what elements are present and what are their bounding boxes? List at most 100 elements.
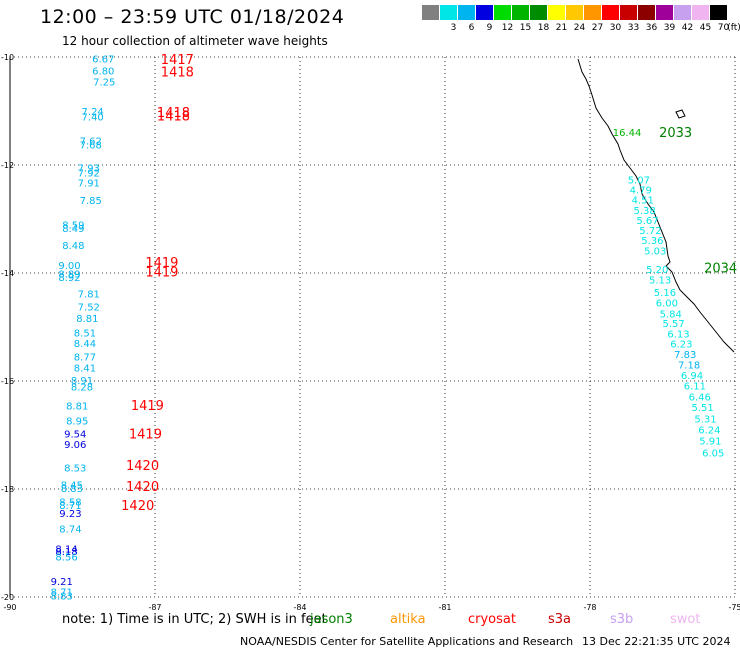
wave-height-value: 5.38: [634, 206, 656, 217]
satellite-altika: altika: [390, 612, 426, 627]
wave-height-value: 5.03: [644, 246, 666, 257]
wave-height-value: 9.00: [58, 261, 80, 272]
wave-height-value: 7.83: [674, 350, 696, 361]
wave-height-value: 8.74: [59, 524, 81, 535]
legend-label: 39: [663, 23, 676, 33]
legend-swatch: [620, 5, 637, 20]
legend-label: 3: [450, 23, 457, 33]
legend-label: 42: [681, 23, 694, 33]
pass-number-label: 1420: [126, 459, 159, 474]
wave-height-value: 5.31: [694, 414, 716, 425]
legend-label: 30: [609, 23, 622, 33]
wave-height-value: 8.95: [66, 416, 88, 427]
pass-number-label: 2034: [704, 262, 737, 277]
wave-height-value: 5.84: [660, 310, 682, 321]
wave-height-value: 6.80: [92, 67, 114, 78]
y-tick-label: -12: [1, 161, 14, 170]
legend-swatch: [494, 5, 511, 20]
wave-height-value: 6.00: [656, 299, 678, 310]
wave-height-value: 7.93: [78, 164, 100, 175]
legend-label: 27: [591, 23, 604, 33]
map-title: 12:00 – 23:59 UTC 01/18/2024: [40, 6, 345, 28]
legend-label: 24: [573, 23, 586, 33]
wave-height-value: 8.18: [55, 547, 77, 558]
wave-height-value: 8.45: [61, 481, 83, 492]
wave-height-value: 6.05: [702, 448, 724, 459]
legend-label: 36: [645, 23, 658, 33]
legend-swatch: [602, 5, 619, 20]
wave-height-value: 8.28: [71, 382, 93, 393]
satellite-s3a: s3a: [548, 612, 572, 627]
legend-swatch: [548, 5, 565, 20]
pass-number-label: 1420: [126, 480, 159, 495]
map-grid: [9, 56, 736, 598]
wave-height-value: 7.92: [78, 169, 100, 180]
wave-height-value: 7.25: [93, 77, 115, 88]
wave-height-value: 5.67: [636, 216, 658, 227]
wave-height-value: 6.11: [684, 381, 706, 392]
satellite-s3b: s3b: [610, 612, 634, 627]
coastline: [577, 58, 735, 353]
wave-height-value: 5.13: [649, 275, 671, 286]
wave-height-value: 8.92: [58, 273, 80, 284]
wave-height-value: 5.57: [663, 319, 685, 330]
wave-height-value: 8.56: [55, 553, 77, 564]
wave-height-value: 8.48: [62, 241, 84, 252]
wave-height-value: 9.23: [59, 509, 81, 520]
wave-height-value: 8.83: [51, 591, 73, 602]
wave-height-value: 5.91: [699, 436, 721, 447]
legend-swatch: [476, 5, 493, 20]
legend-swatch: [710, 5, 727, 20]
legend-label: 21: [555, 23, 568, 33]
wave-height-value: 5.36: [641, 236, 663, 247]
pass-number-label: 1417: [161, 53, 194, 68]
wave-height-value: 5.16: [654, 288, 676, 299]
axis-ticks: -90 -87 -84 -81 -78 -75 -10 -12 -14 -16 -18 -20: [1, 53, 740, 612]
wave-height-value: 8.41: [74, 364, 96, 375]
legend-label: 33: [627, 23, 640, 33]
legend-label: 18: [537, 23, 550, 33]
wave-height-value: 8.81: [76, 314, 98, 325]
wave-height-value: 8.77: [74, 353, 96, 364]
wave-height-value: 5.51: [692, 403, 714, 414]
wave-height-value: 4.51: [632, 196, 654, 207]
satellite-swot: swot: [670, 612, 701, 627]
x-tick-label: -84: [293, 603, 306, 612]
wave-height-value: 16.44: [613, 128, 642, 139]
wave-height-value: 7.68: [80, 140, 102, 151]
wave-height-value: 8.91: [71, 376, 93, 387]
legend-swatch: [566, 5, 583, 20]
wave-height-value: 4.79: [630, 185, 652, 196]
wave-height-value: 7.91: [78, 178, 100, 189]
satellite-cryosat: cryosat: [468, 612, 516, 627]
wave-height-value: 8.44: [74, 339, 96, 350]
wave-height-value: 6.67: [92, 55, 114, 66]
pass-labels-layer: 1417141814181418141914191419141914201420…: [121, 53, 737, 514]
y-tick-label: -16: [1, 377, 14, 386]
pass-number-label: 1419: [131, 399, 164, 414]
pass-number-label: 1419: [129, 427, 162, 442]
wave-height-value: 8.89: [58, 270, 80, 281]
legend-label: 12: [501, 23, 514, 33]
wave-height-value: 8.83: [61, 484, 83, 495]
wave-height-value: 6.13: [667, 329, 689, 340]
wave-height-value: 8.53: [64, 463, 86, 474]
legend-label: 9: [486, 23, 493, 33]
wave-height-value: 5.72: [639, 226, 661, 237]
pass-number-label: 1419: [145, 256, 178, 271]
satellite-jason3: jason3: [310, 612, 353, 627]
wave-height-value: 6.94: [681, 371, 703, 382]
x-tick-label: -78: [583, 603, 596, 612]
legend-label: 15: [519, 23, 532, 33]
footer-timestamp: 13 Dec 22:21:35 UTC 2024: [582, 635, 731, 648]
wave-height-value: 8.58: [59, 497, 81, 508]
legend-swatch: [422, 5, 439, 20]
legend-unit: (ft): [727, 23, 740, 33]
wave-height-value: 9.21: [51, 577, 73, 588]
y-tick-label: -20: [1, 593, 14, 602]
map-subtitle: 12 hour collection of altimeter wave hei…: [62, 34, 328, 48]
footer-credit: NOAA/NESDIS Center for Satellite Applica…: [240, 635, 574, 648]
wave-height-value: 9.54: [64, 429, 86, 440]
legend-swatch: [656, 5, 673, 20]
